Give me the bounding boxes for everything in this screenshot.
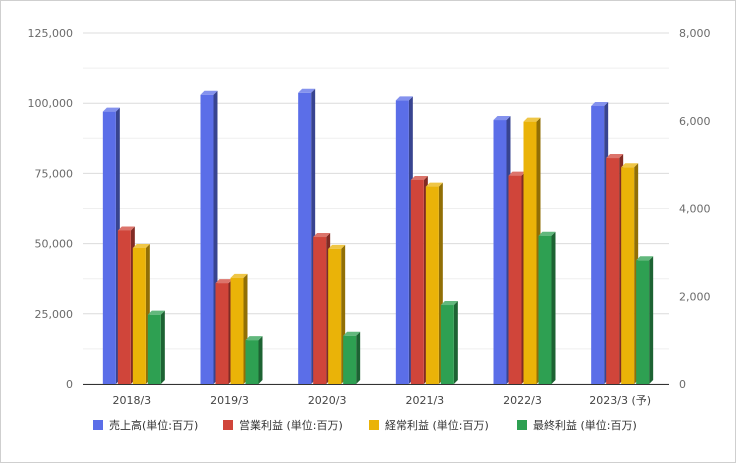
bar <box>102 111 116 385</box>
bar-top <box>215 279 233 284</box>
y-left-tick-label: 0 <box>66 378 73 391</box>
y-right-tick-label: 6,000 <box>679 115 711 128</box>
legend-label: 最終利益 (単位:百万) <box>533 418 637 432</box>
x-tick-label: 2020/3 <box>308 394 347 407</box>
bar <box>298 92 312 385</box>
y-left-tick-label: 125,000 <box>28 27 74 40</box>
bar-top <box>230 273 248 278</box>
bar <box>245 340 259 384</box>
legend-label: 売上高(単位:百万) <box>109 418 198 432</box>
bar <box>410 179 424 384</box>
bar-side <box>258 336 263 384</box>
bar-top <box>493 116 511 121</box>
bar-top <box>147 310 165 315</box>
bar <box>313 237 327 384</box>
bar-top <box>395 96 413 101</box>
bar-top <box>621 163 639 168</box>
y-left-tick-label: 25,000 <box>35 308 74 321</box>
x-tick-label: 2018/3 <box>112 394 151 407</box>
bar-side <box>356 331 361 384</box>
bar-top <box>245 336 263 341</box>
bar-side <box>160 310 165 384</box>
bar-side <box>649 256 654 384</box>
bar <box>538 235 552 384</box>
y-right-tick-label: 4,000 <box>679 203 711 216</box>
bar-top <box>440 301 458 306</box>
bar <box>508 175 522 384</box>
bar <box>328 248 342 384</box>
y-right-tick-label: 2,000 <box>679 290 711 303</box>
bar <box>117 230 131 384</box>
bar-top <box>410 175 428 180</box>
y-left-tick-label: 100,000 <box>28 97 74 110</box>
bar-top <box>343 331 361 336</box>
y-right-tick-label: 0 <box>679 378 686 391</box>
x-tick-label: 2022/3 <box>503 394 542 407</box>
bar-top <box>132 243 150 248</box>
bar <box>523 121 537 384</box>
bar-top <box>508 171 526 176</box>
bar-top <box>313 233 331 238</box>
bar <box>606 158 620 384</box>
bar <box>425 186 439 384</box>
bar-top <box>102 107 120 112</box>
bar <box>621 167 635 384</box>
legend-label: 経常利益 (単位:百万) <box>385 418 489 432</box>
x-tick-label: 2021/3 <box>405 394 444 407</box>
x-tick-label: 2019/3 <box>210 394 249 407</box>
bar <box>343 335 357 384</box>
bar <box>493 120 507 384</box>
y-right-tick-label: 8,000 <box>679 27 711 40</box>
bar <box>132 247 146 384</box>
bar-top <box>591 102 609 107</box>
bar-top <box>523 117 541 122</box>
bar-top <box>425 182 443 187</box>
bar <box>636 260 650 384</box>
legend-swatch <box>517 420 527 430</box>
bar-top <box>328 244 346 249</box>
bar <box>591 106 605 385</box>
legend-swatch <box>369 420 379 430</box>
bar-top <box>538 231 556 236</box>
y-left-tick-label: 75,000 <box>35 167 74 180</box>
bar <box>147 314 161 384</box>
bar <box>440 305 454 384</box>
x-tick-label: 2023/3 (予) <box>589 394 651 407</box>
bar <box>215 283 229 384</box>
bar-top <box>117 226 135 231</box>
bar-side <box>551 231 556 384</box>
bar-top <box>298 88 316 93</box>
y-left-tick-label: 50,000 <box>35 238 74 251</box>
legend-swatch <box>93 420 103 430</box>
legend-label: 営業利益 (単位:百万) <box>239 418 343 432</box>
bar <box>230 277 244 384</box>
bar <box>200 94 214 384</box>
bar-side <box>453 301 458 384</box>
bar-top <box>200 90 218 95</box>
bar-top <box>636 256 654 261</box>
legend-swatch <box>223 420 233 430</box>
bar <box>395 100 409 384</box>
bar-top <box>606 154 624 159</box>
